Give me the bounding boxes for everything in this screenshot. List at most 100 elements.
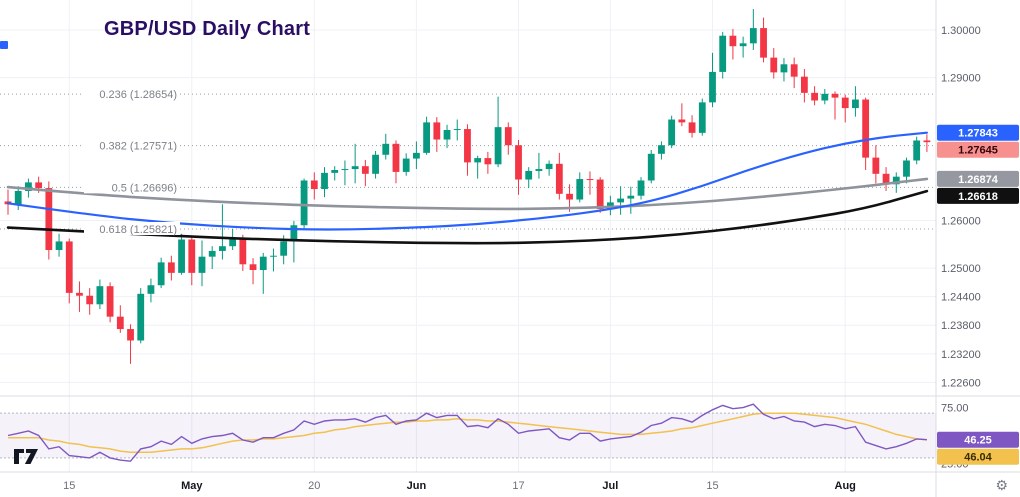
candle-body (780, 64, 788, 73)
candle-body (872, 157, 880, 174)
candle-body (127, 329, 134, 341)
candle-body (433, 122, 441, 140)
candle-body (709, 71, 716, 103)
candle-body (617, 198, 624, 203)
fib-level-label: 0.5 (1.26696) (112, 182, 177, 194)
candle-body (14, 190, 22, 205)
fib-retracement-labels: 0.236 (1.28654) 0.382 (1.27571) 0.5 (1.266… (84, 87, 180, 236)
candle-body (800, 76, 808, 93)
candle-body (25, 182, 32, 191)
candle-body (658, 145, 665, 154)
candle-body (392, 143, 400, 172)
candle-body (566, 193, 573, 200)
rsi-ma-value-badge-text: 46.04 (964, 452, 992, 464)
ma-black-price-badge (937, 187, 1019, 204)
ma-blue-price-badge-text: 1.27843 (958, 128, 998, 140)
candle-body (903, 160, 910, 177)
price-axis[interactable]: 1.30000 1.29000 1.26000 1.25000 1.24400 1.238… (937, 25, 1019, 470)
candle-body (35, 182, 43, 189)
candle-body (280, 241, 288, 256)
candle-body (443, 130, 451, 140)
candle-body (668, 119, 676, 146)
candle-body (55, 241, 63, 251)
time-axis[interactable]: 15 May 20 Jun 17 Jul 15 Aug (63, 480, 856, 492)
candle-body (841, 97, 849, 109)
candle-body (341, 169, 349, 171)
candle-body (494, 127, 502, 165)
candle-body (535, 169, 543, 171)
candle-body (423, 122, 431, 153)
last-price-badge (937, 141, 1019, 158)
candle-body (219, 246, 226, 251)
candle-body (147, 285, 155, 294)
rsi-pane[interactable] (0, 403, 936, 462)
candle-body (188, 239, 196, 273)
ma-blue-price-badge (937, 124, 1019, 141)
rsi-value-badge-text: 46.25 (964, 435, 992, 447)
tradingview-logo[interactable] (12, 444, 44, 468)
price-axis-label: 1.25000 (941, 263, 981, 275)
candle-body (300, 180, 308, 226)
rsi-value-badge (937, 431, 1019, 448)
blue-ma-line (6, 131, 928, 231)
candle-body (372, 154, 379, 174)
candle-body (882, 173, 890, 185)
candle-body (116, 316, 124, 330)
time-axis-label: Jun (407, 480, 427, 492)
candle-body (270, 255, 277, 257)
candle-body (739, 43, 747, 47)
candlestick-series[interactable] (4, 9, 931, 364)
time-axis-label: Aug (835, 480, 856, 492)
price-axis-label: 1.22600 (941, 377, 981, 389)
candle-body (831, 93, 839, 98)
candle-body (86, 295, 94, 305)
candle-body (290, 225, 298, 242)
candle-body (923, 140, 931, 143)
tradingview-logo-glyph (14, 449, 38, 464)
candle-body (474, 158, 482, 163)
price-axis-label: 1.26000 (941, 215, 981, 227)
candle-body (729, 35, 737, 47)
candle-body (576, 179, 584, 200)
time-axis-label: 20 (308, 480, 320, 492)
candle-body (749, 28, 757, 44)
candle-body (157, 262, 165, 286)
time-axis-label: 17 (512, 480, 524, 492)
price-axis-label: 1.24400 (941, 292, 981, 304)
candle-body (178, 239, 185, 273)
candle-body (413, 152, 420, 159)
candle-body (545, 163, 553, 170)
candle-body (596, 179, 604, 210)
price-axis-label: 1.29000 (941, 73, 981, 85)
candle-body (321, 172, 328, 190)
fib-anchor-marker[interactable] (0, 41, 8, 49)
candle-body (198, 256, 206, 273)
candle-body (647, 153, 655, 181)
price-axis-label: 1.23800 (941, 320, 981, 332)
time-axis-label: 15 (63, 480, 75, 492)
candle-body (504, 127, 512, 146)
candle-body (106, 286, 114, 317)
candle-body (351, 166, 359, 170)
chart-title: GBP/USD Daily Chart (104, 18, 311, 40)
candle-body (892, 176, 900, 185)
price-axis-label: 1.30000 (941, 25, 981, 37)
candle-body (484, 158, 492, 165)
candle-body (382, 143, 390, 155)
candle-body (719, 35, 727, 72)
settings-gear-icon[interactable]: ⚙ (995, 477, 1008, 493)
candle-body (525, 170, 533, 180)
candle-body (688, 122, 696, 133)
candle-body (453, 129, 461, 131)
candle-body (464, 129, 471, 163)
time-axis-label: 15 (706, 480, 718, 492)
candle-body (402, 158, 410, 172)
candle-body (331, 170, 339, 173)
candle-body (310, 180, 318, 190)
candle-body (862, 99, 870, 158)
candle-body (208, 250, 216, 257)
fib-level-label: 0.382 (1.27571) (99, 141, 177, 153)
candle-body (259, 256, 267, 271)
